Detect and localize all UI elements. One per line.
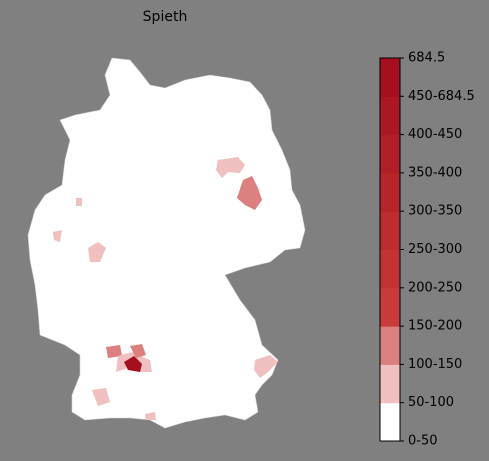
region bbox=[88, 242, 106, 262]
colorbar-label: 50-100 bbox=[408, 395, 454, 410]
colorbar-segment bbox=[380, 211, 400, 250]
region bbox=[237, 176, 262, 210]
colorbar-segment bbox=[380, 402, 400, 442]
region bbox=[145, 412, 156, 420]
colorbar-segment bbox=[380, 58, 400, 97]
region bbox=[92, 388, 110, 406]
colorbar-label: 450-684.5 bbox=[408, 89, 475, 104]
colorbar-label: 0-50 bbox=[408, 434, 438, 449]
colorbar-label: 100-150 bbox=[408, 357, 462, 372]
colorbar-label: 300-350 bbox=[408, 204, 462, 219]
map-title: Spieth bbox=[143, 9, 188, 25]
germany-map bbox=[27, 57, 306, 429]
colorbar-segment bbox=[380, 249, 400, 289]
colorbar-label: 150-200 bbox=[408, 319, 462, 334]
colorbar-segment bbox=[380, 326, 400, 365]
region bbox=[216, 157, 245, 178]
colorbar-segment bbox=[380, 172, 400, 212]
colorbar-label: 350-400 bbox=[408, 165, 462, 180]
region bbox=[130, 344, 146, 358]
colorbar-segment bbox=[380, 364, 400, 404]
colorbar-segment bbox=[380, 96, 400, 136]
colorbar-label: 200-250 bbox=[408, 280, 462, 295]
colorbar-label: 400-450 bbox=[408, 127, 462, 142]
region bbox=[106, 345, 122, 358]
country-outline bbox=[27, 57, 306, 429]
colorbar-label: 250-300 bbox=[408, 242, 462, 257]
region bbox=[76, 198, 82, 206]
colorbar-segment bbox=[380, 287, 400, 327]
region bbox=[124, 356, 142, 372]
colorbar-segment bbox=[380, 134, 400, 174]
region bbox=[53, 230, 62, 242]
colorbar-label: 684.5 bbox=[408, 51, 445, 66]
colorbar: 0-50 50-100 100-150 150-200 200-250 250-300 30… bbox=[379, 51, 475, 449]
region bbox=[254, 355, 278, 378]
